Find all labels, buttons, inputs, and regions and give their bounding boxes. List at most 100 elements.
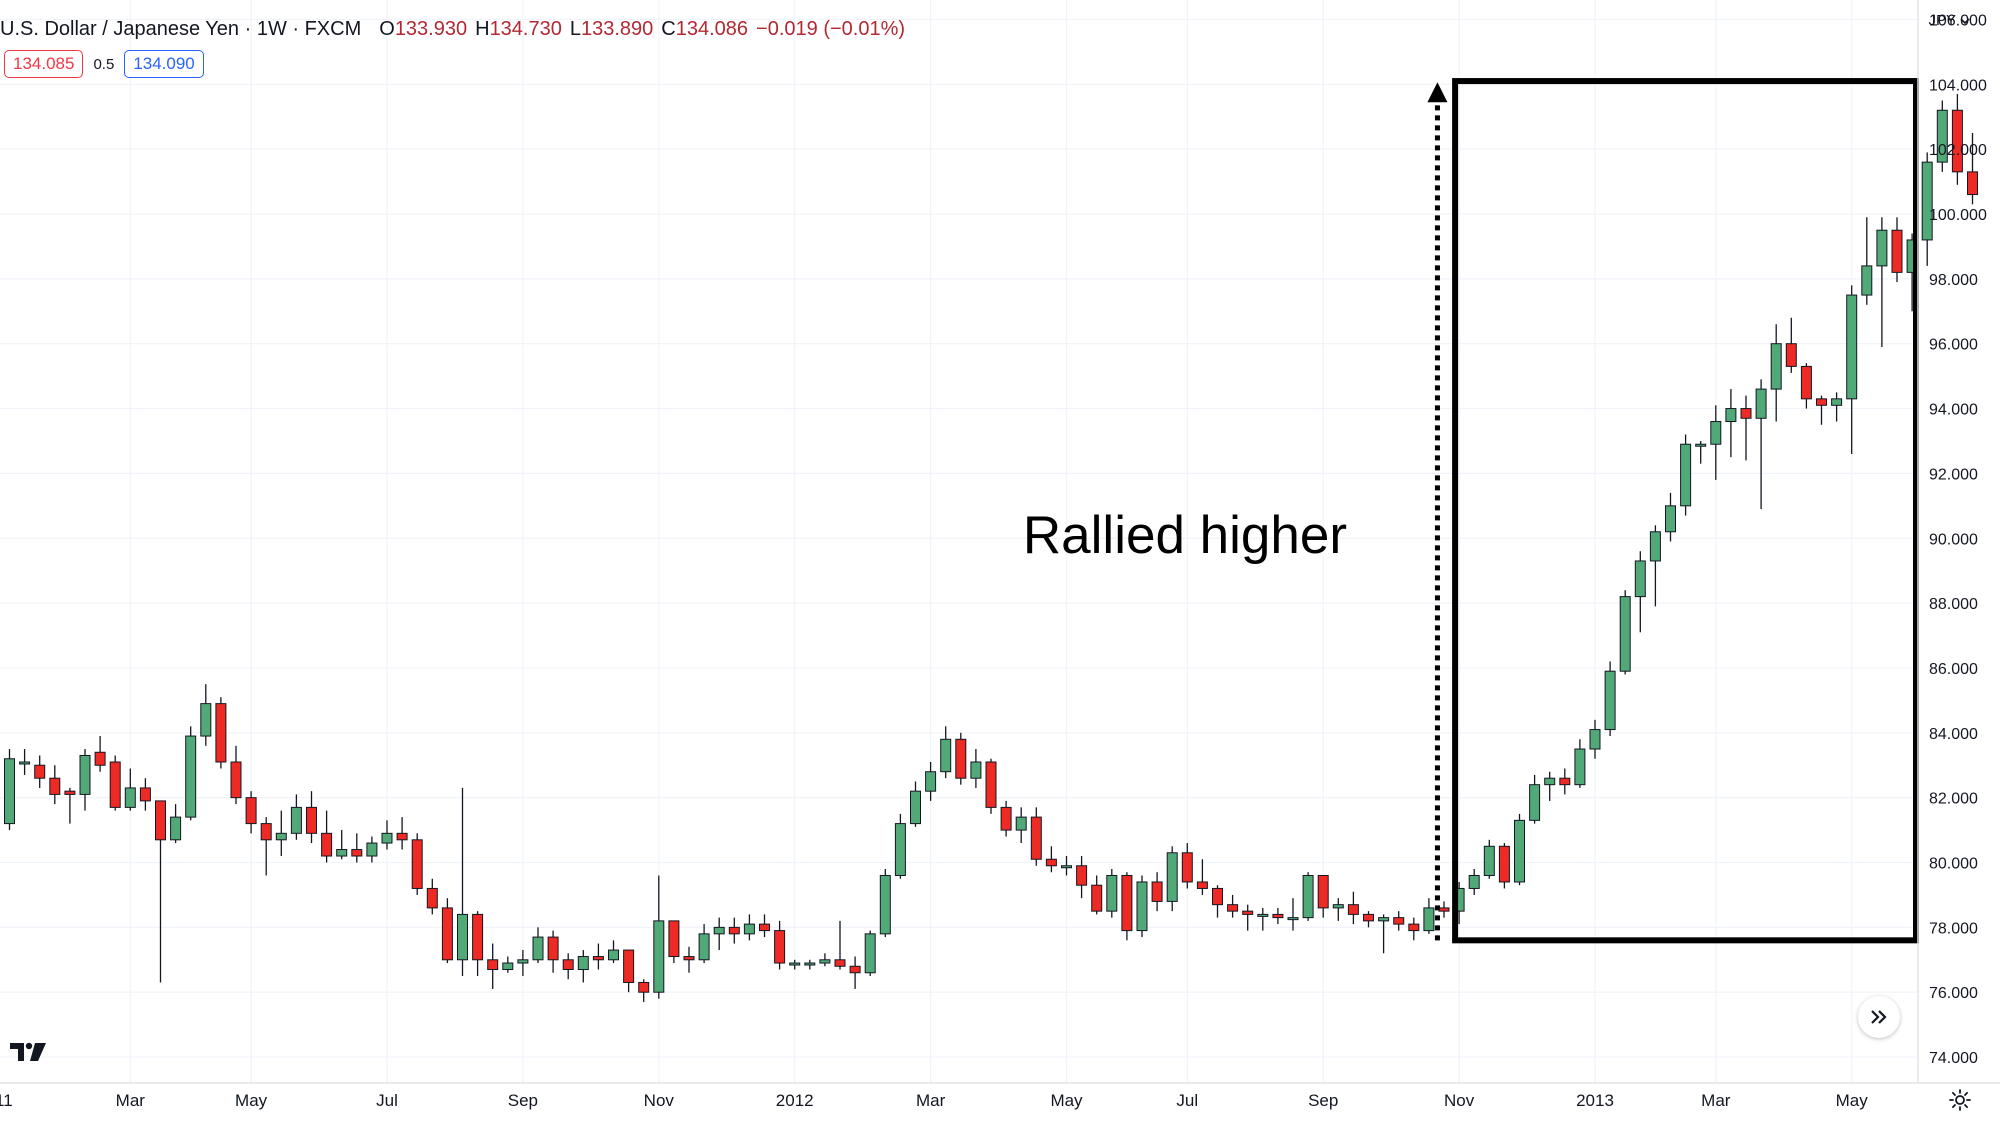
candle [260,817,272,876]
candle [1680,434,1692,516]
candle-body-up [1166,852,1178,902]
candle-body-down [1196,881,1208,889]
candle-body-up [1106,874,1118,912]
candle-body-down [1408,923,1420,932]
candle-body-up [1544,777,1556,786]
sell-price-button[interactable]: 134.085 [4,50,84,78]
candle-body-down [774,930,786,964]
gear-icon[interactable] [1948,1088,1972,1112]
candle [139,778,151,811]
currency-label: JPY [1928,12,1956,29]
candle [185,726,197,821]
candle-body-down [1121,874,1133,932]
candle [1015,807,1027,844]
candle [124,768,136,811]
candle-body-up [366,842,378,857]
candle-body-down [1967,171,1978,196]
candle-body-down [245,797,257,825]
candle-body-up [743,923,755,935]
scroll-to-realtime-button[interactable] [1858,996,1900,1038]
time-tick-label: 2013 [1576,1091,1614,1110]
ohlc-open-value: 133.930 [394,17,468,40]
candle-body-up [1529,784,1541,821]
ohlc-open-label: O [379,17,395,40]
candle-body-down [1363,913,1374,922]
candle [441,898,453,964]
candle-body-down [985,761,997,808]
candle-body-up [1936,109,1948,163]
candle-body-up [819,959,831,964]
candle-body-down [1438,907,1450,912]
candle-body-down [1076,865,1088,886]
candle [864,930,876,976]
candle [985,758,997,814]
candle-body-up [940,738,952,773]
candle [1347,891,1359,925]
candle [683,946,695,973]
candle [1936,100,1948,172]
candle-body-down [351,849,363,857]
tradingview-logo-icon[interactable] [8,1040,50,1064]
candle-body-up [789,962,801,966]
candle-body-up [1695,443,1707,447]
time-axis[interactable]: 2011 Mar May Jul Sep Nov 2012 Mar May Jul Sep Nov 20… [0,1091,1868,1110]
time-tick-label: Nov [1444,1091,1475,1110]
candle [472,911,484,976]
candle-body-up [1770,343,1782,390]
candle-body-up [336,849,348,857]
candle-body-down [1242,910,1254,915]
candle [1559,768,1571,795]
currency-button[interactable]: JPY [1928,12,1970,29]
candle [1544,771,1556,801]
candle [653,875,665,999]
candle [155,800,166,983]
candle [351,833,363,863]
candle-body-up [1710,421,1722,445]
price-tick-label: 80.000 [1929,856,1978,873]
price-tick-label: 98.000 [1929,272,1978,289]
candle-body-up [1589,729,1601,750]
candle-body-up [804,962,816,966]
candle-body-down [592,956,604,961]
candle [381,820,393,850]
price-tick-label: 96.000 [1929,337,1978,354]
candle-body-up [1634,560,1646,598]
candle [1483,839,1495,879]
candle-body-up [1332,904,1344,909]
candle [1634,551,1646,633]
candle [1876,217,1888,347]
candle [789,959,801,970]
candle [879,868,891,938]
candle-body-up [1378,917,1390,922]
candle-body-up [4,758,15,825]
candle [1619,590,1631,675]
candle [109,755,121,811]
candle-body-down [1000,806,1012,831]
candle [1030,807,1042,866]
candle [79,749,91,811]
candle-body-up [185,735,197,818]
candle [1393,911,1405,931]
time-tick-label: Mar [1701,1091,1731,1110]
candle-body-down [94,751,106,766]
price-axis[interactable]: 74.000 76.000 78.000 80.000 82.000 84.000 86.0… [1929,12,1987,1067]
candle [1725,389,1737,458]
candle [910,781,921,827]
candle [623,949,635,993]
buy-price-button[interactable]: 134.090 [124,50,204,78]
candle-body-up [1061,865,1072,869]
candle [1166,846,1178,912]
candle-body-up [1287,917,1299,921]
candle-body-up [517,959,529,964]
candle-body-down [623,949,635,983]
candle-body-up [653,920,665,993]
candle [1740,395,1752,461]
candle [502,956,514,973]
price-tick-label: 76.000 [1929,985,1978,1002]
candle-body-down [1272,913,1284,919]
symbol-title[interactable]: U.S. Dollar / Japanese Yen · 1W · FXCM [0,17,362,40]
candle-body-down [1740,408,1752,419]
candle [411,833,423,895]
